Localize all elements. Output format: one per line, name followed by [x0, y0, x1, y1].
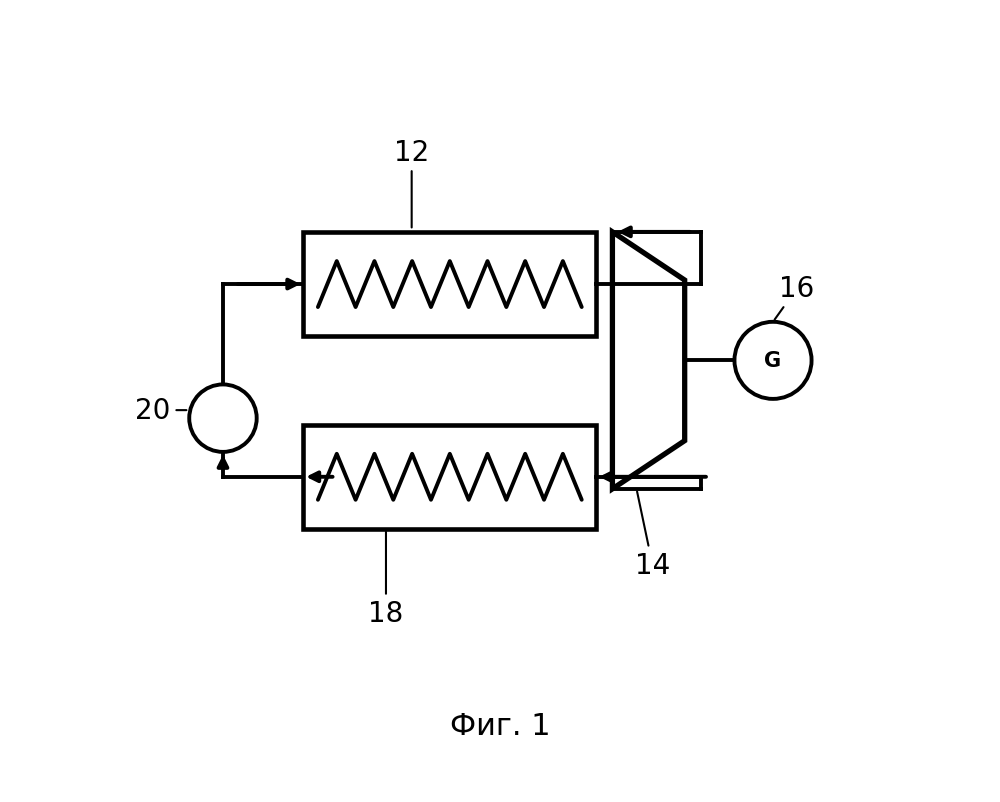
- Text: 20: 20: [135, 397, 186, 424]
- Polygon shape: [612, 233, 685, 489]
- Text: 14: 14: [635, 492, 670, 579]
- Bar: [303, 233, 596, 337]
- Text: G: G: [764, 351, 782, 371]
- Text: Фиг. 1: Фиг. 1: [450, 711, 550, 740]
- Bar: [303, 425, 596, 529]
- Circle shape: [734, 322, 812, 399]
- Text: 12: 12: [394, 139, 429, 229]
- Text: 16: 16: [775, 275, 815, 320]
- Text: 18: 18: [368, 532, 404, 627]
- Circle shape: [189, 385, 257, 452]
